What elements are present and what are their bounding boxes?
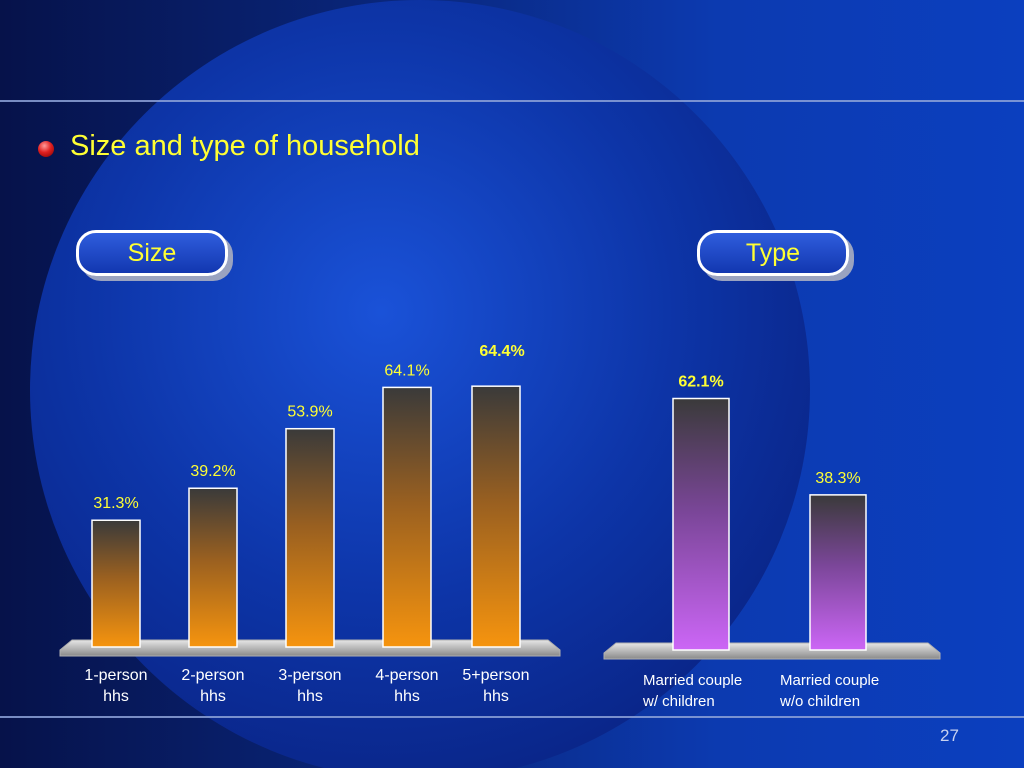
size-bar-3 (382, 386, 432, 648)
size-value-label-1: 39.2% (190, 463, 235, 480)
size-value-label-2: 53.9% (287, 404, 332, 421)
size-bar-4 (471, 385, 521, 648)
page-number: 27 (940, 726, 959, 745)
type-bar-0 (672, 397, 730, 651)
bullet-icon (38, 141, 54, 157)
type-value-label-0: 62.1% (678, 373, 723, 390)
type-chart-floor (603, 642, 941, 660)
size-category-label-2-line-1: hhs (297, 688, 323, 705)
size-bar-1 (188, 487, 238, 648)
size-bar-0 (91, 519, 141, 648)
size-bar-2 (285, 427, 335, 648)
size-category-label-3-line-0: 4-person (375, 667, 438, 684)
size-category-label-0-line-0: 1-person (84, 667, 147, 684)
type-chart-title: Type (697, 230, 849, 276)
size-value-label-0: 31.3% (93, 495, 138, 512)
size-category-label-1-line-1: hhs (200, 688, 226, 705)
size-category-label-1-line-0: 2-person (181, 667, 244, 684)
type-category-label-1-line-1: w/o children (779, 693, 860, 710)
type-category-label-0-line-0: Married couple (643, 672, 742, 689)
size-category-label-2-line-0: 3-person (278, 667, 341, 684)
slide-title: Size and type of household (70, 130, 420, 162)
bottom-divider (0, 716, 1024, 718)
size-value-label-3: 64.1% (384, 362, 429, 379)
size-category-label-0-line-1: hhs (103, 688, 129, 705)
top-divider (0, 100, 1024, 102)
size-category-label-3-line-1: hhs (394, 688, 420, 705)
type-category-label-0-line-1: w/ children (642, 693, 715, 710)
size-value-label-4: 64.4% (479, 343, 524, 360)
type-bar-1 (809, 494, 867, 651)
type-value-label-1: 38.3% (815, 470, 860, 487)
type-category-label-1-line-0: Married couple (780, 672, 879, 689)
size-category-label-4-line-1: hhs (483, 688, 509, 705)
size-chart-floor (59, 639, 561, 657)
size-chart-title: Size (76, 230, 228, 276)
size-category-label-4-line-0: 5+person (462, 667, 529, 684)
